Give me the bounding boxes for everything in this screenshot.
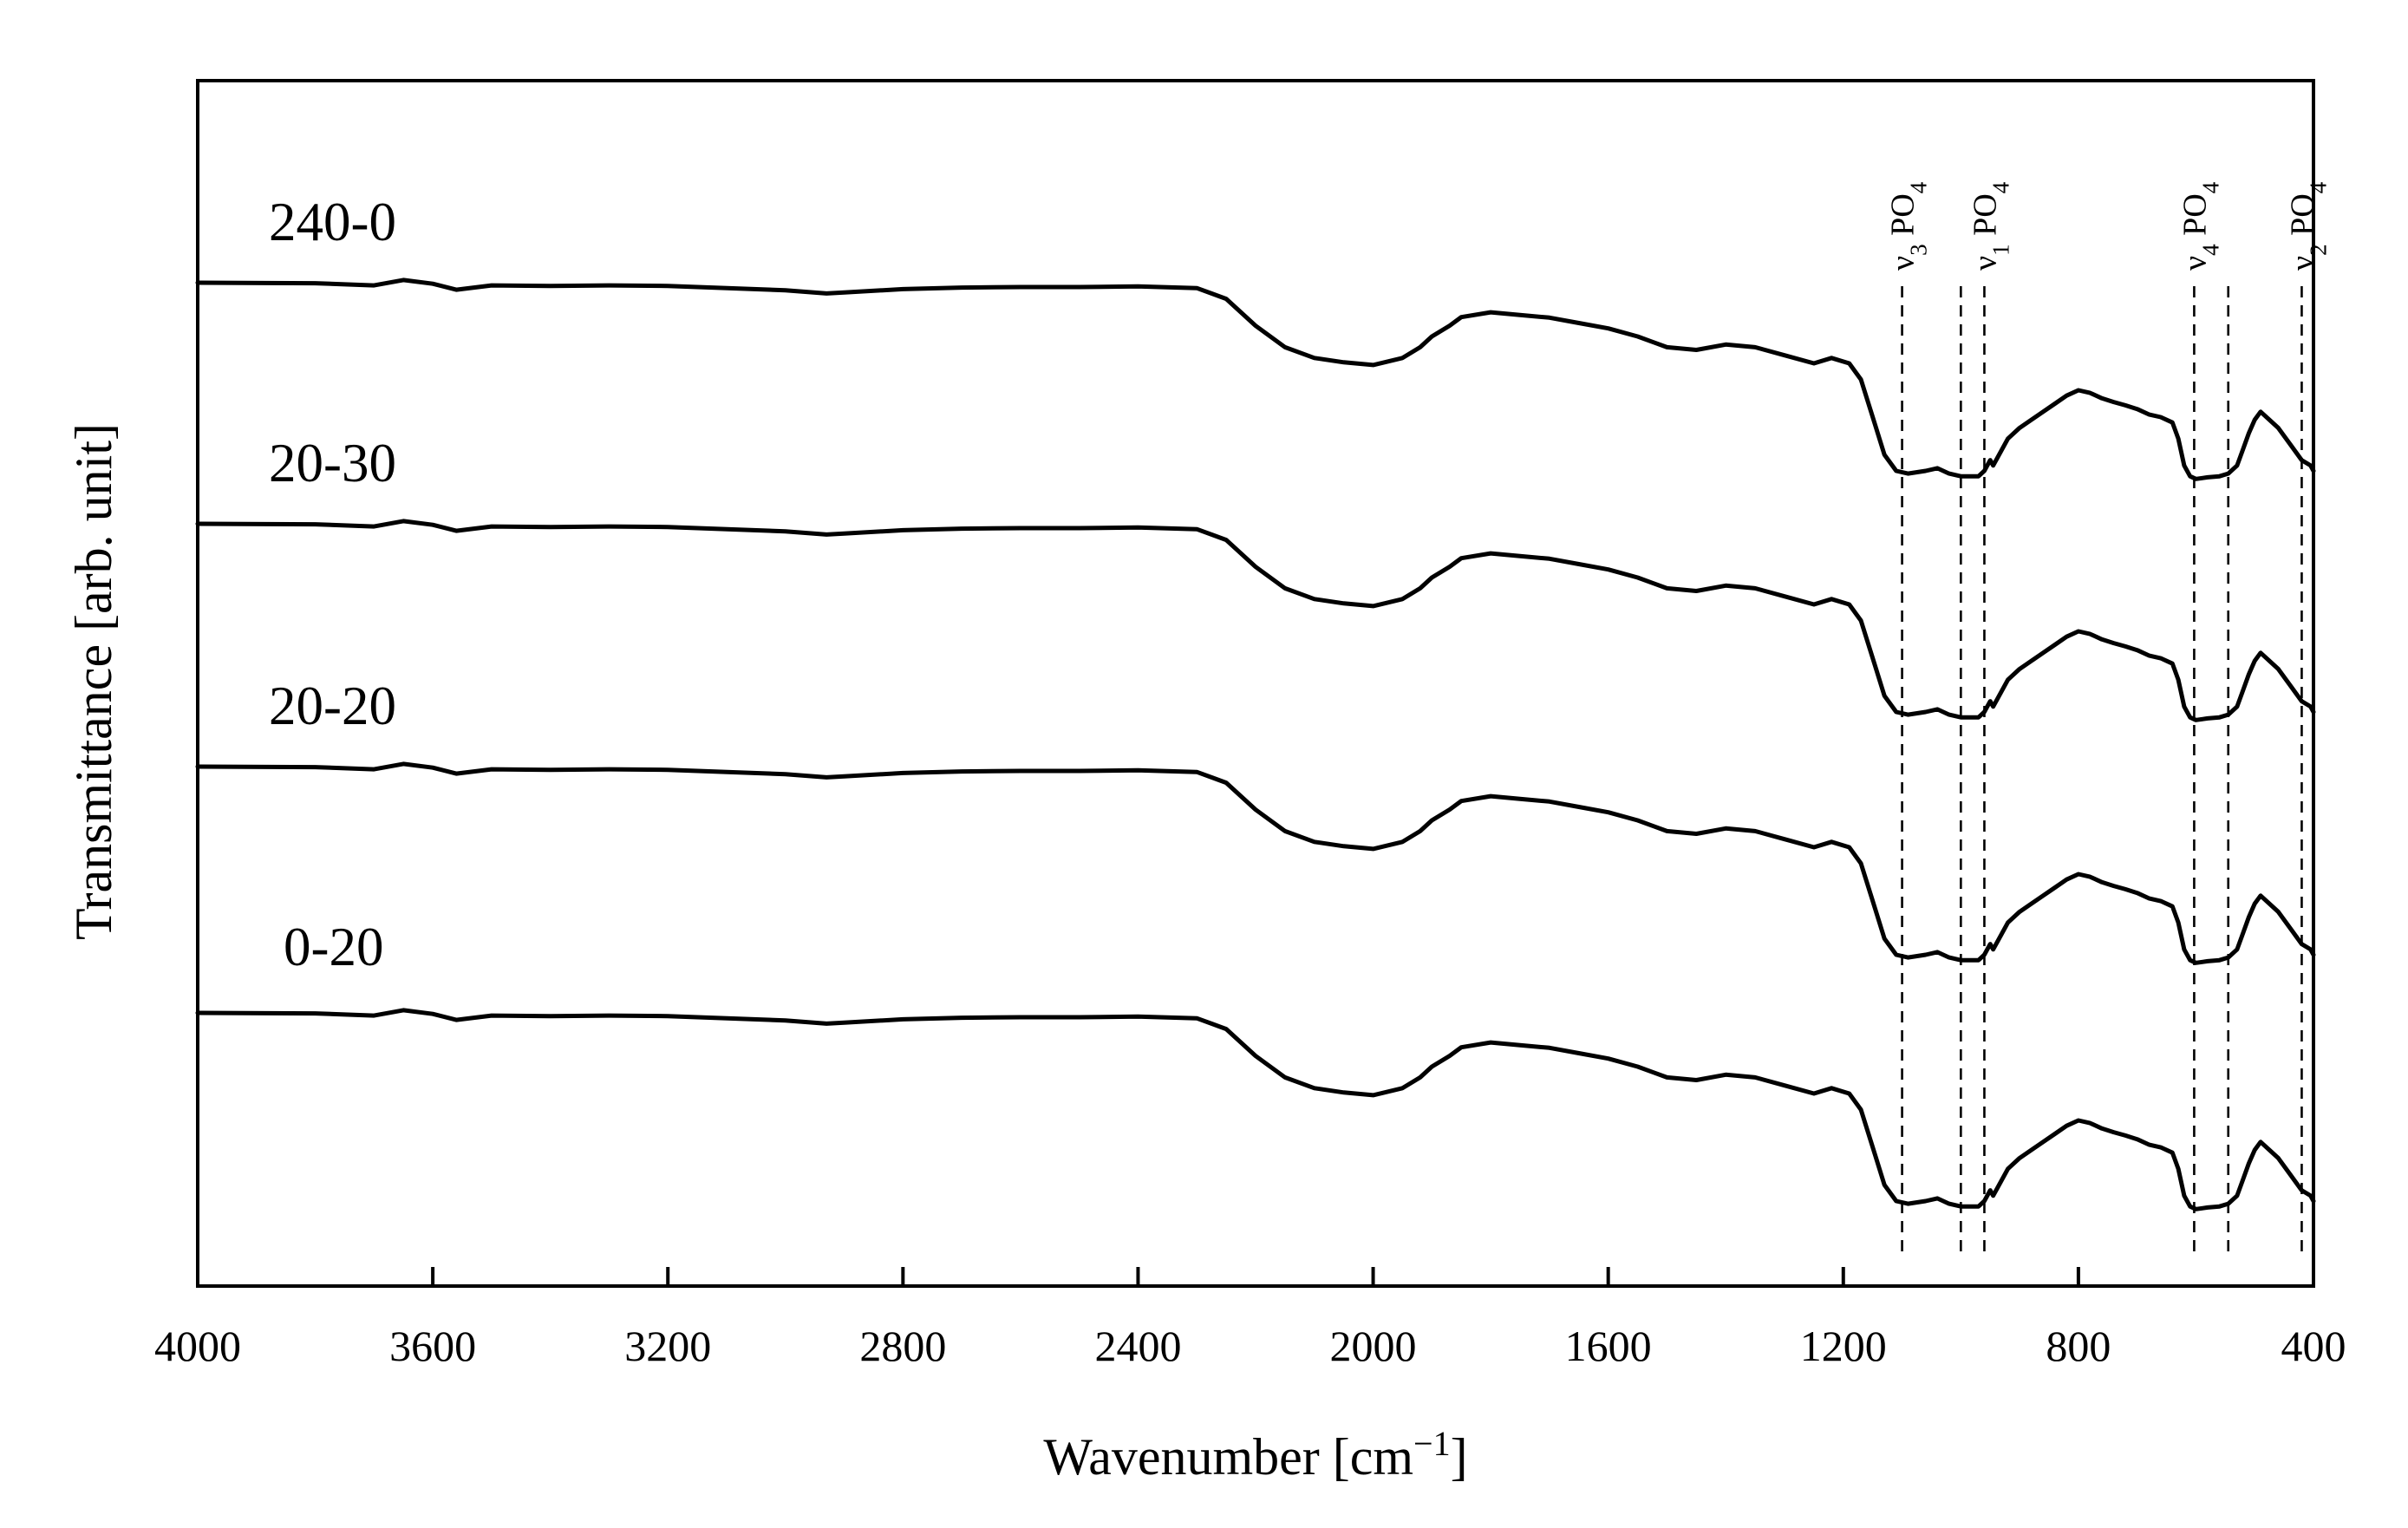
x-tick-label-3600: 3600 (389, 1322, 476, 1370)
series-label-20-30: 20-30 (269, 433, 396, 493)
peak-annotation-3: ν4 PO4 (2176, 181, 2223, 271)
series-labels: 240-0 20-30 20-20 0-20 (269, 192, 396, 977)
peak-annotation-1: ν3 PO4 (1885, 181, 1932, 271)
x-tick-label-2000: 2000 (1330, 1322, 1417, 1370)
peak-annotation-labels: ν3 PO4 ν1 PO4 ν4 PO4 ν2 PO4 (1885, 181, 2332, 271)
x-tick-label-2400: 2400 (1094, 1322, 1181, 1370)
x-tick-label-2800: 2800 (859, 1322, 946, 1370)
x-axis-tick-labels: 4000 3600 3200 2800 2400 2000 1600 1200 800 400 (154, 1322, 2346, 1370)
x-axis-ticks (196, 1267, 2315, 1286)
spectrum-curve-20-20 (195, 761, 2316, 965)
x-tick-label-800: 800 (2046, 1322, 2111, 1370)
spectrum-curve-240-0 (195, 278, 2316, 481)
spectrum-curve-20-30 (195, 519, 2316, 722)
plot-frame (196, 79, 2315, 1288)
peak-marker-lines (1901, 286, 2303, 1257)
series-label-0-20: 0-20 (284, 917, 383, 977)
y-axis-label: Transmittance [arb. unit] (65, 423, 122, 940)
x-axis-label: Wavenumber [cm−1] (1043, 1424, 1467, 1486)
x-tick-label-1200: 1200 (1800, 1322, 1887, 1370)
peak-annotation-2: ν1 PO4 (1967, 181, 2013, 271)
spectra-curves (195, 278, 2316, 1211)
series-label-20-20: 20-20 (269, 676, 396, 736)
series-label-240-0: 240-0 (269, 192, 396, 252)
x-tick-label-3200: 3200 (624, 1322, 711, 1370)
x-tick-label-4000: 4000 (154, 1322, 241, 1370)
x-tick-label-400: 400 (2281, 1322, 2346, 1370)
x-tick-label-1600: 1600 (1565, 1322, 1652, 1370)
peak-annotation-4: ν2 PO4 (2284, 181, 2331, 271)
spectrum-curve-0-20 (195, 1008, 2316, 1211)
plot-area-border (196, 79, 2315, 1288)
